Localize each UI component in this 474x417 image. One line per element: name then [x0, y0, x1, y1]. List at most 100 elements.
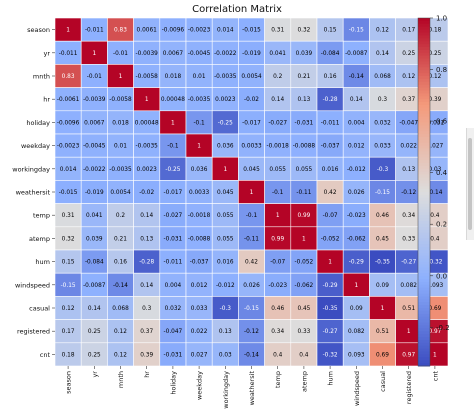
colorbar-segment — [418, 87, 430, 91]
cell-value-label: 0.022 — [400, 144, 417, 150]
y-tick-label: atemp — [29, 235, 50, 243]
colorbar-segment — [418, 360, 430, 364]
colorbar-segment — [418, 171, 430, 176]
colorbar-segment — [418, 35, 430, 39]
colorbar-segment — [418, 154, 430, 158]
cell-value-label: 0.12 — [428, 74, 441, 80]
cell-value-label: -0.012 — [216, 283, 235, 289]
cell-value-label: -0.0035 — [188, 97, 211, 103]
cell-value-label: 0.25 — [428, 51, 441, 57]
cell-value-label: -0.062 — [295, 283, 314, 289]
cell-value-label: 0.041 — [86, 213, 103, 219]
cell-value-label: 0.14 — [140, 283, 153, 289]
colorbar-segment — [418, 192, 430, 196]
cell-value-label: -0.0023 — [57, 144, 80, 150]
cell-value-label: 0.022 — [191, 329, 208, 335]
colorbar-segment — [418, 125, 430, 129]
colorbar-segment — [418, 105, 430, 109]
y-tick-label: weekday — [21, 142, 50, 150]
cell-value-label: -0.14 — [244, 352, 259, 358]
colorbar-segment — [418, 255, 430, 260]
colorbar-segment — [418, 122, 430, 126]
cell-value-label: 0.4 — [430, 236, 440, 242]
cell-value-label: 0.51 — [376, 329, 389, 335]
cell-value-label: 0.18 — [428, 28, 441, 34]
cell-value-label: 1 — [407, 329, 411, 335]
cell-value-label: 0.032 — [374, 120, 391, 126]
cell-value-label: -0.02 — [244, 97, 259, 103]
cell-value-label: 0.32 — [297, 28, 310, 34]
cell-value-label: -0.027 — [268, 120, 287, 126]
cell-value-label: 0.01 — [114, 144, 127, 150]
cell-value-label: 1 — [354, 283, 358, 289]
cell-value-label: 0.012 — [348, 144, 365, 150]
colorbar-segment — [418, 281, 430, 286]
colorbar-segment — [418, 70, 430, 74]
cell-value-label: 0.37 — [402, 97, 415, 103]
cell-value-label: 0.0023 — [137, 167, 158, 173]
cell-value-label: 0.0067 — [84, 120, 105, 126]
cell-value-label: 0.42 — [324, 190, 337, 196]
cell-value-label: 1 — [197, 144, 201, 150]
x-tick-label: mnth — [117, 371, 125, 388]
colorbar-segment — [418, 215, 430, 219]
x-tick-label: hr — [143, 371, 151, 378]
colorbar-segment — [418, 93, 430, 97]
cell-value-label: 0.39 — [428, 97, 441, 103]
cell-value-label: -0.3 — [220, 306, 232, 312]
x-tick-label: registered — [405, 371, 413, 404]
colorbar-segment — [418, 325, 430, 329]
cell-value-label: -0.15 — [61, 283, 76, 289]
colorbar-segment — [418, 209, 430, 213]
colorbar-segment — [418, 20, 430, 25]
colorbar-segment — [418, 119, 430, 123]
colorbar-segment — [418, 23, 430, 28]
colorbar-segment — [418, 148, 430, 152]
colorbar-tick-label: 0.6 — [436, 118, 448, 126]
colorbar-segment — [418, 107, 430, 112]
colorbar-segment — [418, 203, 430, 207]
cell-value-label: -0.0018 — [188, 213, 211, 219]
x-tick-label: hum — [327, 371, 335, 386]
y-tick-label: yr — [43, 49, 50, 57]
colorbar-segment — [418, 78, 430, 83]
cell-value-label: 0.18 — [62, 352, 75, 358]
colorbar-segment — [418, 177, 430, 181]
colorbar-segment — [418, 299, 430, 303]
cell-value-label: 0.036 — [217, 144, 234, 150]
colorbar-tick-label: 1.0 — [436, 15, 447, 23]
cell-value-label: -0.15 — [375, 190, 390, 196]
cell-value-label: 1 — [66, 28, 70, 34]
cell-value-label: 0.039 — [296, 51, 313, 57]
cell-value-label: 0.32 — [62, 236, 75, 242]
cell-value-label: -0.15 — [349, 28, 364, 34]
cell-value-label: 0.3 — [378, 97, 388, 103]
colorbar-segment — [418, 200, 430, 205]
cell-value-label: 0.0023 — [215, 97, 236, 103]
cell-value-label: 0.69 — [428, 306, 441, 312]
cell-value-label: -0.14 — [427, 190, 442, 196]
colorbar-segment — [418, 84, 430, 89]
cell-value-label: -0.0096 — [57, 120, 80, 126]
cell-value-label: 0.055 — [269, 167, 286, 173]
cell-value-label: 0.014 — [60, 167, 77, 173]
y-tick-label: cnt — [40, 351, 51, 359]
cell-value-label: 0.4 — [299, 352, 309, 358]
colorbar-segment — [418, 337, 430, 341]
colorbar-segment — [418, 357, 430, 361]
colorbar-segment — [418, 99, 430, 103]
colorbar-segment — [418, 273, 430, 277]
cell-value-label: -0.031 — [164, 352, 183, 358]
cell-value-label: 0.026 — [243, 283, 260, 289]
cell-value-label: 0.033 — [191, 306, 208, 312]
scrollbar-thumb[interactable] — [468, 138, 472, 230]
cell-value-label: 0.12 — [62, 306, 75, 312]
cell-value-label: 0.039 — [86, 236, 103, 242]
colorbar-segment — [418, 29, 430, 33]
cell-value-label: 0.03 — [219, 352, 232, 358]
cell-value-label: 0.33 — [402, 236, 415, 242]
cell-value-label: 0.39 — [140, 352, 153, 358]
cell-value-label: 1 — [223, 167, 227, 173]
cell-value-label: 0.51 — [402, 306, 415, 312]
